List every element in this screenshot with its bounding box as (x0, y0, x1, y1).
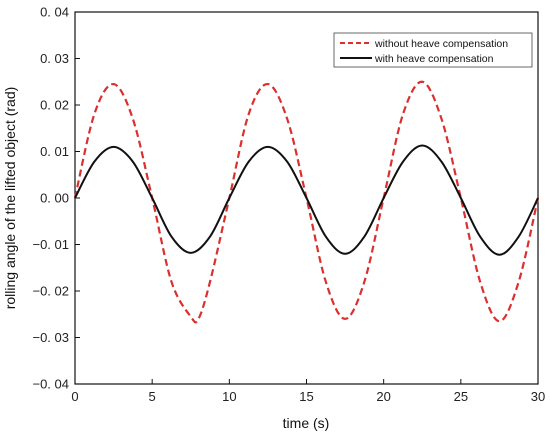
y-tick-label: −0. 04 (32, 377, 69, 392)
series-line-without-heave-compensation (73, 80, 540, 324)
y-tick-label: −0. 03 (32, 330, 69, 345)
x-axis-title: time (s) (283, 415, 330, 431)
legend-label-with-heave-compensation: with heave compensation (374, 53, 494, 65)
x-tick-label: 20 (376, 389, 390, 404)
legend-box (333, 32, 533, 68)
y-tick-label: 0. 04 (40, 5, 69, 20)
x-tick-label: 25 (454, 389, 468, 404)
series-line-with-heave-compensation (74, 144, 539, 256)
y-tick-label: −0. 01 (32, 237, 69, 252)
x-tick-label: 10 (222, 389, 236, 404)
y-axis-ticks: 0. 04 0. 03 0. 02 0. 01 0. 00 −0. 01 −0. 02 −0.… (32, 5, 80, 392)
x-tick-label: 5 (149, 389, 156, 404)
series-layer (73, 80, 540, 324)
x-tick-label: 30 (531, 389, 545, 404)
x-axis-ticks: 0 5 10 15 20 25 30 (71, 379, 545, 404)
legend-label-without-heave-compensation: without heave compensation (374, 38, 508, 50)
y-tick-label: 0. 02 (40, 98, 69, 113)
y-tick-label: −0. 02 (32, 284, 69, 299)
y-tick-label: 0. 00 (40, 191, 69, 206)
x-tick-label: 0 (71, 389, 78, 404)
x-tick-label: 15 (299, 389, 313, 404)
y-tick-label: 0. 03 (40, 51, 69, 66)
y-axis-title: rolling angle of the lifted object (rad) (2, 87, 18, 310)
legend: without heave compensation with heave co… (333, 32, 533, 68)
y-tick-label: 0. 01 (40, 144, 69, 159)
